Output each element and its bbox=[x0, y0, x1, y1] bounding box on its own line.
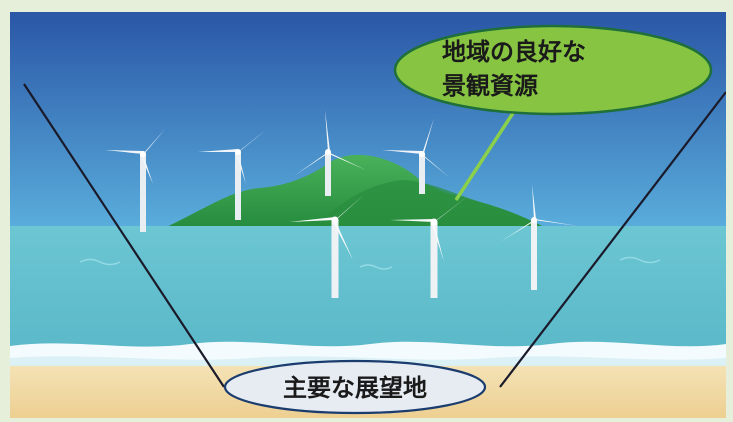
sea bbox=[10, 226, 726, 356]
wind-turbine bbox=[294, 110, 366, 196]
viewpoint-label: 主要な展望地 bbox=[223, 359, 487, 415]
wind-turbine bbox=[500, 184, 578, 290]
offshore-wind-landscape-diagram: 地域の良好な 景観資源 主要な展望地 bbox=[10, 12, 726, 418]
wind-turbine bbox=[198, 130, 266, 220]
wind-turbine bbox=[390, 196, 468, 298]
view-cone-lines bbox=[23, 83, 726, 388]
callout-pointer bbox=[454, 109, 517, 201]
wind-turbine bbox=[289, 194, 365, 298]
sea-ripples bbox=[79, 256, 661, 270]
scenic-resource-callout: 地域の良好な 景観資源 bbox=[393, 24, 713, 116]
island bbox=[160, 154, 550, 230]
callout-line-1: 地域の良好な bbox=[442, 38, 586, 66]
viewpoint-text: 主要な展望地 bbox=[283, 374, 427, 402]
wind-turbine bbox=[105, 128, 166, 232]
wind-turbine bbox=[382, 118, 450, 194]
callout-line-2: 景観資源 bbox=[442, 72, 538, 100]
